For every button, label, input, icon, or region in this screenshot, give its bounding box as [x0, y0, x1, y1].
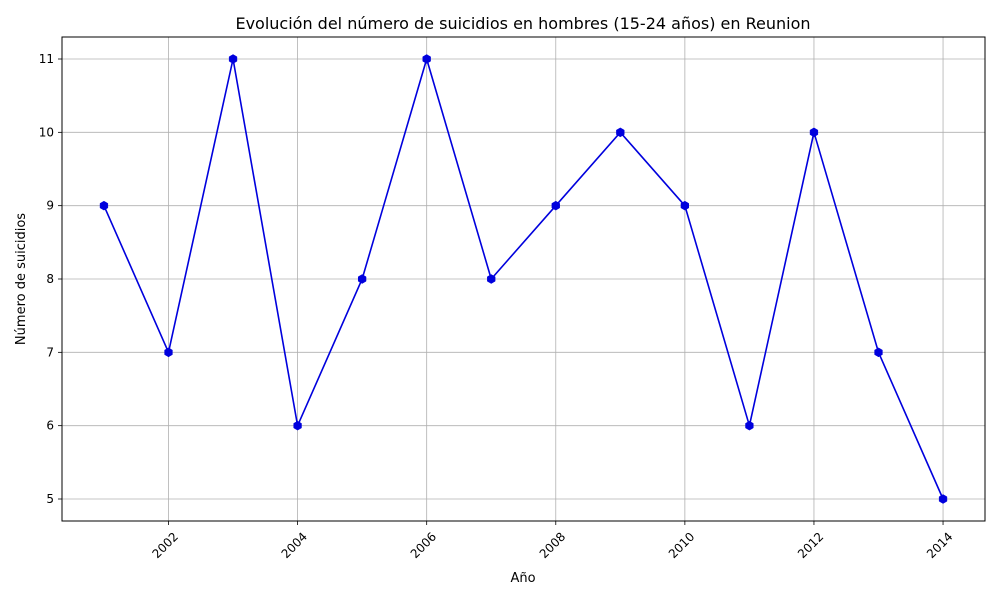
x-tick-label: 2004: [279, 530, 310, 561]
data-point: [293, 420, 302, 431]
x-tick-label: 2014: [924, 530, 955, 561]
y-tick-label: 8: [46, 272, 54, 286]
x-tick-label: 2008: [537, 530, 568, 561]
x-tick-label: 2002: [149, 530, 180, 561]
y-tick-label: 6: [46, 419, 54, 433]
data-points: [99, 54, 948, 504]
x-axis: 2002 2004 2006 2008 2010 2012 2014: [149, 521, 956, 561]
x-tick-label: 2012: [795, 530, 826, 561]
data-point: [680, 200, 690, 211]
data-point: [228, 54, 238, 64]
data-point: [164, 347, 173, 358]
data-point: [938, 494, 948, 504]
data-point: [357, 274, 367, 284]
data-point: [551, 200, 560, 211]
x-tick-label: 2006: [408, 530, 439, 561]
data-point: [487, 274, 496, 284]
y-tick-label: 5: [46, 492, 54, 506]
y-tick-label: 10: [39, 125, 54, 139]
data-point: [745, 420, 754, 431]
y-axis: 5 6 7 8 9 10 11: [39, 52, 62, 506]
y-tick-label: 11: [39, 52, 54, 66]
data-point: [99, 200, 109, 211]
chart-title: Evolución del número de suicidios en hom…: [235, 14, 810, 33]
series-line: [103, 56, 944, 500]
x-axis-label: Año: [510, 571, 535, 586]
y-tick-label: 7: [46, 345, 54, 359]
y-tick-label: 9: [46, 199, 54, 213]
y-axis-label: Número de suicidios: [14, 213, 29, 345]
x-tick-label: 2010: [666, 530, 697, 561]
data-point: [809, 127, 819, 138]
data-point: [422, 54, 431, 64]
data-point: [616, 127, 625, 138]
data-point: [874, 347, 883, 358]
grid: [62, 37, 985, 521]
